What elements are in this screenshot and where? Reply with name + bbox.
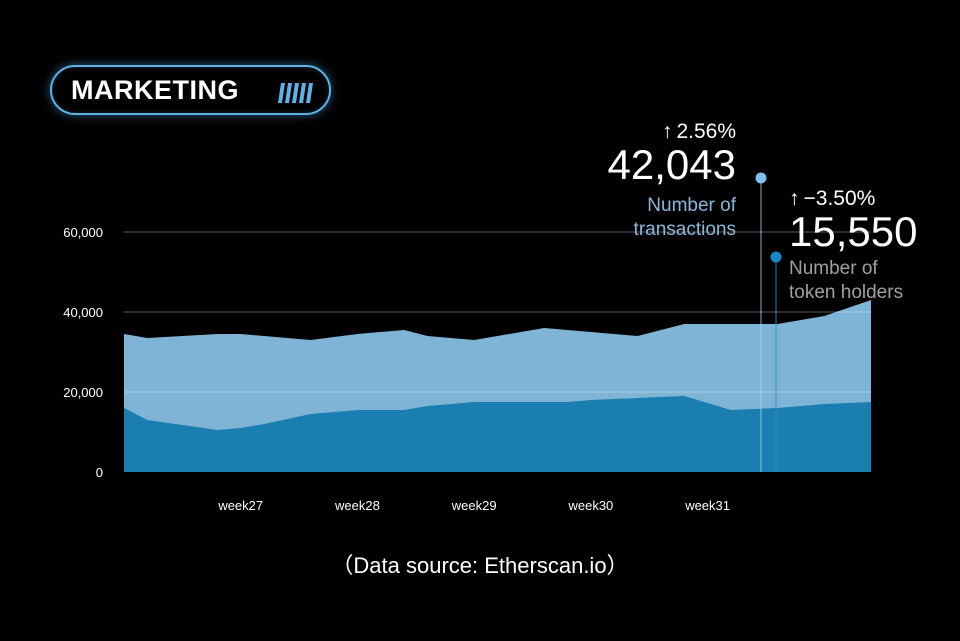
callout-dot bbox=[755, 172, 767, 184]
x-tick-label: week27 bbox=[217, 498, 263, 513]
marketing-badge: MARKETING bbox=[50, 65, 331, 115]
data-source-note: （Data source: Etherscan.io） bbox=[331, 553, 629, 578]
x-tick-label: week28 bbox=[334, 498, 380, 513]
token-holders-value: 15,550 bbox=[789, 208, 918, 255]
arrow-up-icon: ↑ bbox=[661, 120, 673, 143]
y-tick-label: 40,000 bbox=[63, 305, 103, 320]
badge-label: MARKETING bbox=[71, 75, 239, 105]
x-tick-label: week29 bbox=[451, 498, 497, 513]
transactions-change: ↑ 2.56% bbox=[661, 120, 736, 143]
transactions-label-line2: transactions bbox=[633, 219, 736, 240]
transactions-label-line1: Number of bbox=[647, 195, 736, 216]
token-holders-label-line1: Number of bbox=[789, 258, 878, 279]
x-tick-label: week31 bbox=[684, 498, 730, 513]
x-tick-label: week30 bbox=[567, 498, 613, 513]
token-holders-callout: ↑ −3.50% 15,550 Number of token holders bbox=[789, 187, 929, 305]
series-area-1 bbox=[124, 396, 871, 472]
token-holders-label-line2: token holders bbox=[789, 282, 904, 303]
transactions-callout: ↑ 2.56% 42,043 Number of transactions bbox=[608, 120, 736, 242]
token-holders-change: ↑ −3.50% bbox=[789, 187, 876, 210]
arrow-up-icon: ↑ bbox=[789, 187, 800, 210]
y-tick-label: 20,000 bbox=[63, 385, 103, 400]
y-tick-label: 60,000 bbox=[63, 225, 103, 240]
transactions-value: 42,043 bbox=[607, 141, 736, 188]
y-tick-label: 0 bbox=[96, 465, 103, 480]
stripes-icon bbox=[278, 83, 313, 103]
callout-dot bbox=[770, 251, 782, 263]
